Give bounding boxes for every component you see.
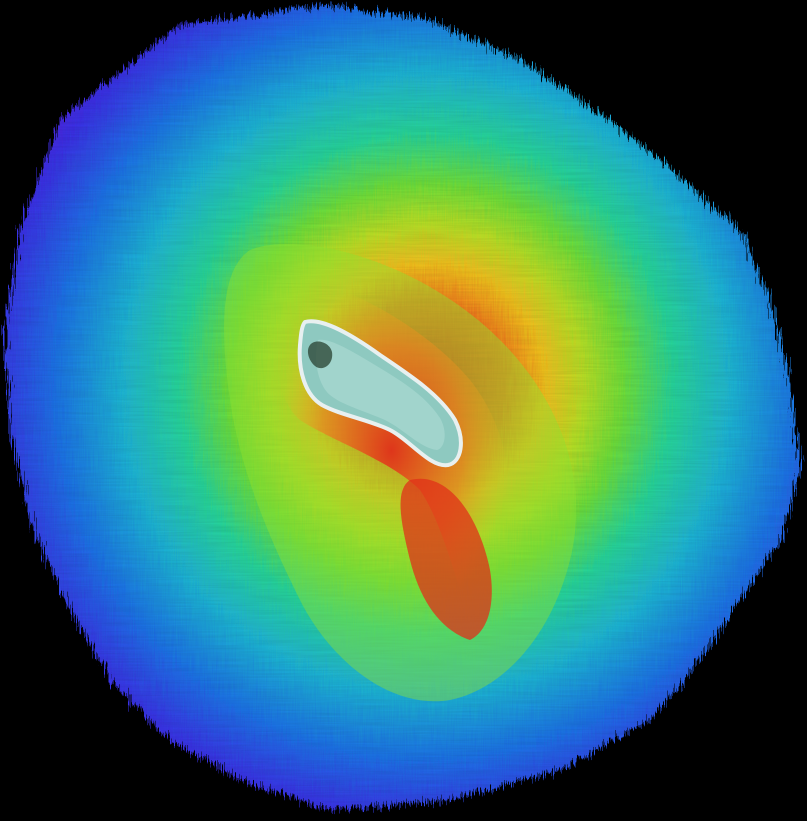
island-lagoon <box>316 339 445 450</box>
southern-ridge <box>400 478 492 640</box>
island-vegetation <box>307 341 333 369</box>
